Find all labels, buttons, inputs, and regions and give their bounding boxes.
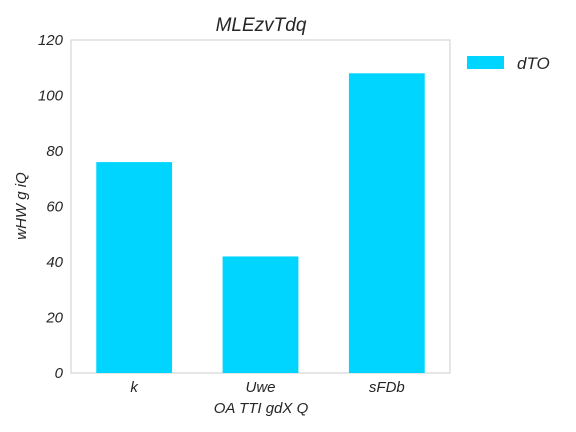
y-tick-label-60: 60 [46,199,63,216]
chart-title: MLEzvTdq [216,15,307,36]
x-axis-ticks: k Uwe sFDb [130,379,404,396]
x-tick-label-Uwe: Uwe [245,379,275,396]
y-tick-label-80: 80 [46,143,63,160]
y-tick-label-100: 100 [38,88,64,105]
x-tick-label-sFDb: sFDb [369,379,405,396]
bars-group [96,73,425,374]
y-tick-label-0: 0 [55,365,64,382]
bar-sFDb [348,73,425,374]
y-tick-label-40: 40 [46,254,63,271]
y-tick-label-120: 120 [38,32,64,49]
legend: dTO [467,54,550,73]
bar-Uwe [222,256,299,373]
y-tick-label-20: 20 [45,310,63,327]
x-tick-label-k: k [130,379,139,396]
legend-swatch [467,56,504,69]
y-axis-label: wHW g iQ [13,172,30,240]
legend-label: dTO [517,54,550,73]
y-axis-ticks: 0 20 40 60 80 100 120 [38,32,64,382]
x-axis-label: OA TTI gdX Q [214,400,309,417]
bar-k [96,162,173,373]
